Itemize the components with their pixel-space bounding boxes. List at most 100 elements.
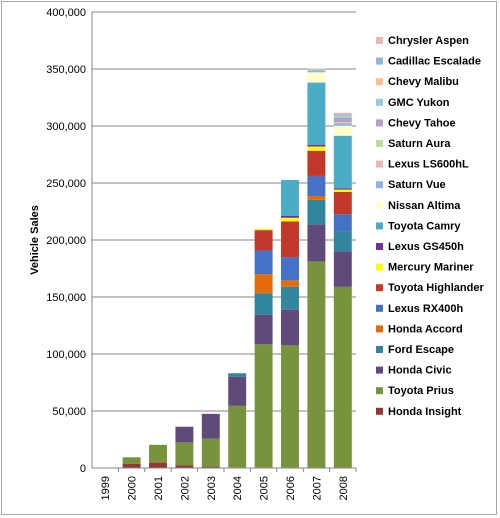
legend-label: Toyota Prius — [388, 385, 454, 397]
y-tick-label: 50,000 — [52, 406, 86, 418]
bar-segment — [281, 345, 299, 468]
bar-segment — [228, 405, 247, 468]
bar-segment — [307, 150, 326, 176]
legend-entry: Chevy Malibu — [376, 76, 459, 88]
legend-label: Lexus RX400h — [388, 303, 463, 315]
y-tick-label: 150,000 — [46, 292, 86, 304]
x-tick-label: 2001 — [153, 476, 165, 500]
bar-segment — [333, 135, 352, 189]
legend-entry: Mercury Mariner — [376, 262, 474, 274]
legend-swatch — [376, 140, 383, 147]
legend-entry: Saturn Vue — [376, 179, 446, 191]
y-tick-labels: 0 50,000 100,000 150,000 200,000 250,000 300,0… — [46, 7, 86, 475]
legend-label: Saturn Vue — [388, 179, 446, 191]
bar-segment — [122, 463, 141, 468]
legend-swatch — [376, 387, 383, 395]
legend-entry: Honda Accord — [376, 323, 463, 335]
bar-segment — [333, 114, 352, 116]
bar-segment — [333, 123, 352, 126]
legend-label: Chevy Malibu — [388, 76, 459, 88]
x-tick-label: 2002 — [179, 476, 191, 500]
bar-segment — [175, 465, 194, 468]
legend-entry: Chrysler Aspen — [376, 35, 469, 47]
bars — [96, 68, 352, 469]
legend-label: Toyota Highlander — [388, 282, 484, 294]
legend-swatch — [376, 160, 383, 168]
y-tick-label: 0 — [80, 463, 86, 475]
bar-segment — [254, 344, 273, 468]
legend-entry: Lexus RX400h — [376, 303, 463, 315]
bar-segment — [333, 189, 352, 193]
legend-swatch — [376, 37, 383, 44]
y-tick-label: 100,000 — [46, 349, 86, 361]
legend-label: Honda Civic — [388, 365, 452, 377]
bar-segment — [281, 217, 299, 222]
bar-segment — [201, 466, 220, 468]
bar-segment — [307, 70, 326, 73]
bar-segment — [281, 309, 299, 346]
bar-segment — [201, 438, 220, 467]
legend-label: Chevy Tahoe — [388, 117, 456, 129]
legend-label: Ford Escape — [388, 344, 454, 356]
legend-entry: Toyota Highlander — [376, 282, 484, 294]
bar-segment — [149, 444, 167, 463]
legend-swatch — [376, 366, 383, 374]
bar-segment — [149, 462, 167, 468]
bar-segment — [333, 251, 352, 287]
axes — [91, 12, 357, 472]
legend-entry: Lexus LS600hL — [376, 159, 469, 171]
bar-segment — [281, 280, 299, 287]
legend-entry: Cadillac Escalade — [376, 56, 481, 68]
legend-label: Mercury Mariner — [388, 262, 474, 274]
bar-segment — [228, 373, 247, 377]
legend-entry: Ford Escape — [376, 344, 454, 356]
bar-segment — [307, 224, 326, 262]
bar-segment — [307, 146, 326, 151]
legend-swatch — [376, 57, 383, 65]
legend-entry: GMC Yukon — [376, 97, 450, 109]
bar-segment — [333, 231, 352, 252]
bar-segment — [333, 192, 352, 215]
legend-entry: Nissan Altima — [376, 200, 461, 212]
x-tick-label: 2003 — [206, 476, 218, 500]
bar-segment — [254, 293, 273, 315]
bar-segment — [281, 221, 299, 258]
legend: Chrysler Aspen Cadillac Escalade Chevy Mal… — [376, 35, 484, 418]
legend-swatch — [376, 222, 383, 230]
bar-segment — [254, 229, 273, 231]
legend-label: Saturn Aura — [388, 138, 451, 150]
y-tick-label: 200,000 — [46, 235, 86, 247]
bar-segment — [333, 122, 352, 124]
x-tick-label: 2004 — [232, 476, 244, 500]
legend-entry: Toyota Prius — [376, 385, 454, 397]
bar-segment — [333, 125, 352, 136]
legend-swatch — [376, 78, 383, 86]
bar-segment — [175, 426, 194, 443]
bar-segment — [333, 117, 352, 123]
bar-segment — [254, 250, 273, 275]
x-tick-label: 2000 — [127, 476, 139, 500]
legend-label: GMC Yukon — [388, 97, 450, 109]
legend-label: Lexus LS600hL — [388, 159, 469, 171]
bar-segment — [307, 69, 326, 71]
bar-segment — [281, 286, 299, 310]
bar-segment — [281, 180, 299, 216]
bar-segment — [333, 115, 352, 117]
bar-segment — [254, 314, 273, 345]
bar-segment — [254, 274, 273, 294]
y-tick-label: 300,000 — [46, 121, 86, 133]
x-tick-label: 2008 — [338, 476, 350, 500]
legend-label: Honda Accord — [388, 323, 463, 335]
bar-segment — [333, 286, 352, 468]
legend-entry: Lexus GS450h — [376, 241, 464, 253]
bar-segment — [307, 72, 326, 83]
y-tick-label: 400,000 — [46, 7, 86, 19]
bar-segment — [122, 457, 141, 464]
bar-segment — [307, 175, 326, 196]
bar-segment — [333, 214, 352, 232]
legend-label: Nissan Altima — [388, 200, 461, 212]
legend-entry: Chevy Tahoe — [376, 117, 456, 129]
legend-label: Cadillac Escalade — [388, 56, 481, 68]
